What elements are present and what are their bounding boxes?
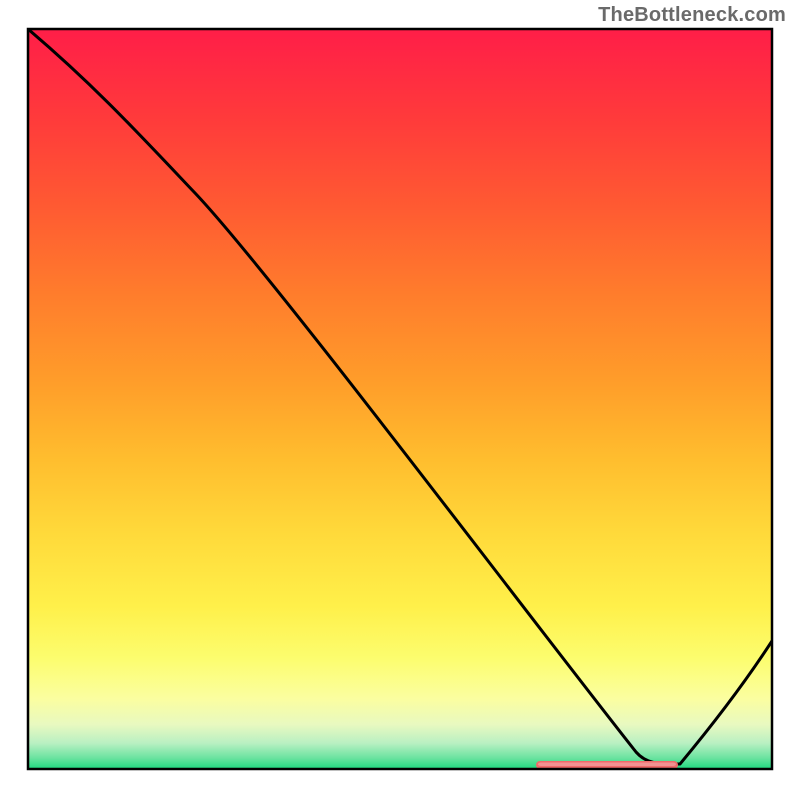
gradient-background bbox=[28, 29, 772, 769]
watermark-label: TheBottleneck.com bbox=[598, 4, 786, 27]
bottleneck-curve-chart bbox=[0, 0, 800, 800]
chart-canvas: TheBottleneck.com bbox=[0, 0, 800, 800]
